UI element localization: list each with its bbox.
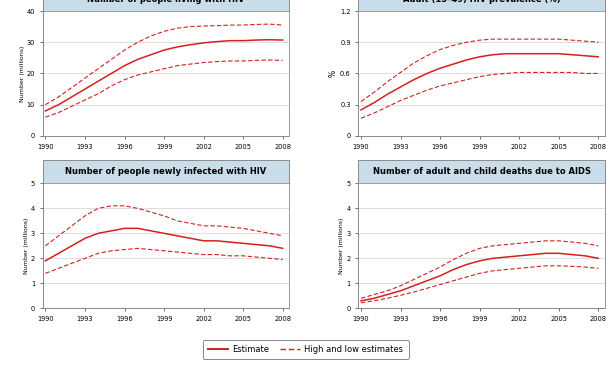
Y-axis label: Number (millions): Number (millions)	[339, 218, 345, 274]
Text: Number of people newly infected with HIV: Number of people newly infected with HIV	[65, 167, 266, 176]
Text: Adult (15–49) HIV prevalence (%): Adult (15–49) HIV prevalence (%)	[403, 0, 560, 4]
Legend: Estimate, High and low estimates: Estimate, High and low estimates	[202, 340, 409, 359]
Text: Number of adult and child deaths due to AIDS: Number of adult and child deaths due to …	[373, 167, 591, 176]
Y-axis label: Number (millions): Number (millions)	[24, 218, 29, 274]
Y-axis label: Number (millions): Number (millions)	[20, 45, 24, 102]
Y-axis label: %: %	[328, 70, 337, 77]
Text: Number of people living with HIV: Number of people living with HIV	[87, 0, 245, 4]
